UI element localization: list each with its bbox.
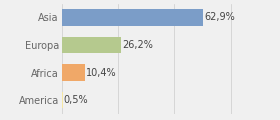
Text: 10,4%: 10,4% (86, 68, 117, 78)
Bar (62, 37, 121, 53)
Bar (62, 9, 203, 26)
Bar (62, 64, 85, 81)
Text: 26,2%: 26,2% (122, 40, 153, 50)
Text: 62,9%: 62,9% (204, 12, 235, 22)
Text: 0,5%: 0,5% (64, 95, 88, 105)
Bar (62, 92, 63, 108)
